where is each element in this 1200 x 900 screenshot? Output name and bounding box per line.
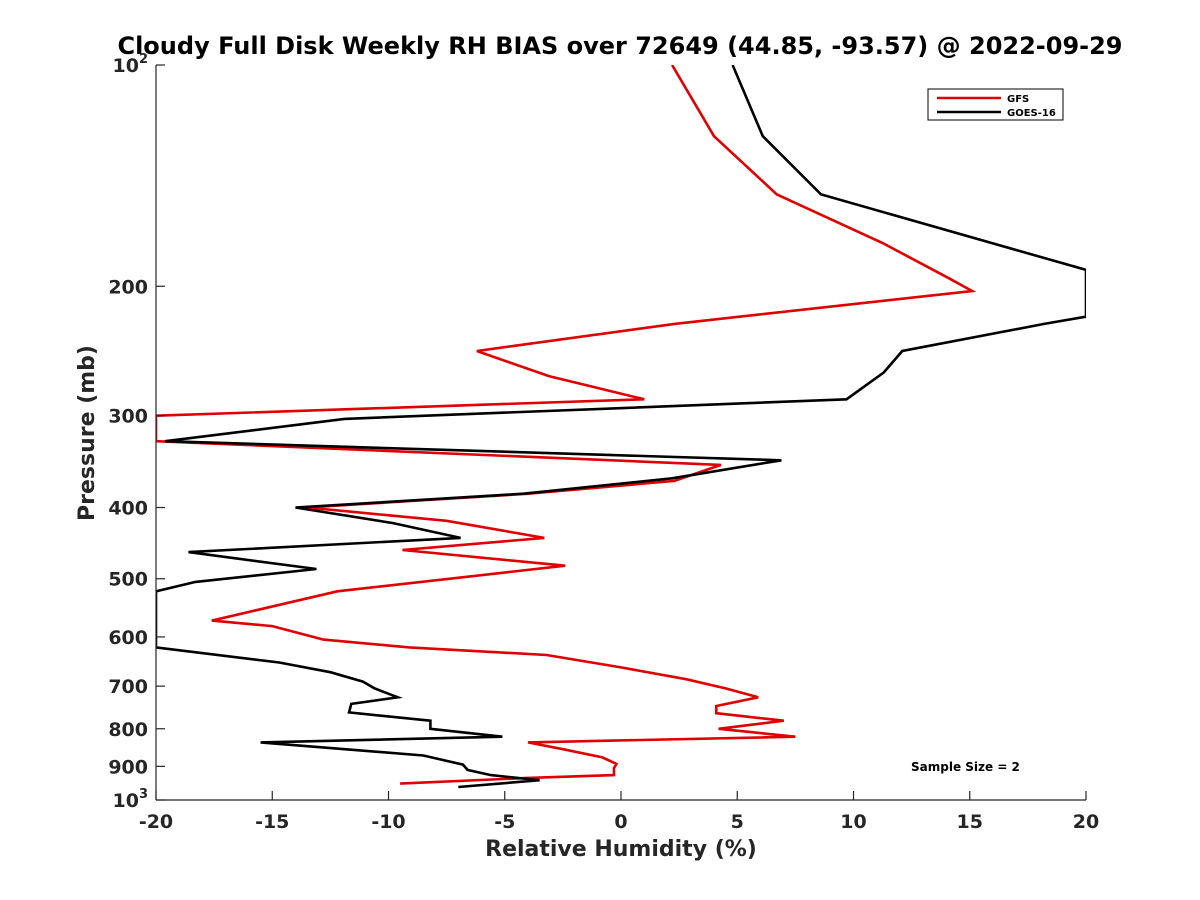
y-tick-label: 500 [108,569,148,591]
series-line-goes-16 [156,65,1086,789]
y-tick-label-base: 900 [108,756,148,778]
y-tick-label: 600 [108,627,148,649]
y-tick-label-base: 10 [113,55,139,77]
x-tick-label: 15 [957,811,983,833]
series-line-gfs [156,65,977,785]
plot-area: -20 -15 -10 -5 0 5 10 15 20 10220030040050060070… [108,52,1099,833]
y-tick-label: 900 [108,756,148,778]
x-axis-label: Relative Humidity (%) [485,837,757,862]
y-tick-label-base: 200 [108,276,148,298]
y-tick-label-base: 400 [108,498,148,520]
y-tick-label-exponent: 3 [139,787,148,802]
y-tick-label: 300 [108,406,148,428]
legend-label: GOES-16 [1007,108,1056,119]
x-tick-label: 20 [1073,811,1099,833]
y-tick-label-base: 700 [108,676,148,698]
legend: GFS GOES-16 [927,88,1064,121]
y-tick-label: 103 [113,787,149,812]
y-axis-label: Pressure (mb) [75,345,100,521]
y-tick-label: 400 [108,498,148,520]
legend-label: GFS [1007,94,1029,105]
y-tick-label: 102 [113,52,149,77]
legend-box [927,88,1064,121]
y-tick-label-exponent: 2 [139,52,148,67]
sample-size-annotation: Sample Size = 2 [911,760,1020,774]
y-tick-label-base: 500 [108,569,148,591]
x-tick-label: -10 [371,811,405,833]
x-tick-label: 5 [731,811,744,833]
y-tick-label-base: 600 [108,627,148,649]
chart-title: Cloudy Full Disk Weekly RH BIAS over 726… [117,32,1122,60]
x-tick-label: -15 [255,811,289,833]
series-layer [156,65,1086,789]
x-tick-label: 10 [840,811,866,833]
x-tick-label: 0 [614,811,627,833]
y-tick-label-base: 10 [113,790,139,812]
y-tick-label: 800 [108,719,148,741]
y-tick-label-base: 800 [108,719,148,741]
y-tick-label: 700 [108,676,148,698]
x-tick-label: -20 [139,811,173,833]
x-axis-ticks: -20 -15 -10 -5 0 5 10 15 20 [139,791,1099,833]
y-tick-label-base: 300 [108,406,148,428]
y-tick-label: 200 [108,276,148,298]
x-tick-label: -5 [494,811,515,833]
